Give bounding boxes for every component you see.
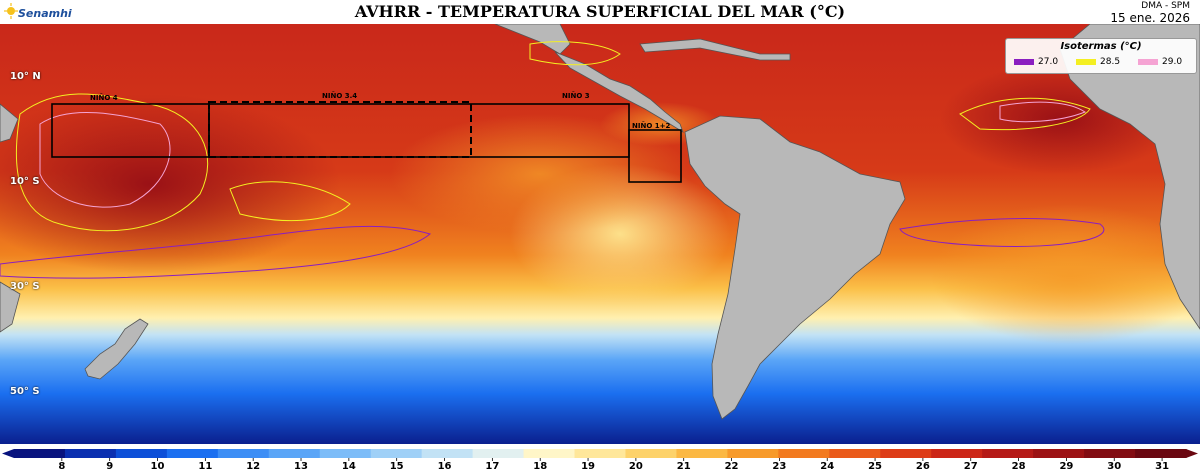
colorbar-segment xyxy=(778,449,830,458)
colorbar-segment xyxy=(166,449,219,458)
legend-title: Isotermas (°C) xyxy=(1060,41,1142,52)
colorbar-tick-label: 8 xyxy=(58,461,65,471)
colorbar-tick-label: 20 xyxy=(629,461,643,471)
legend-item-28-5: 28.5 xyxy=(1076,57,1132,69)
nino34-label: NIÑO 3.4 xyxy=(322,91,357,100)
colorbar-tick-label: 23 xyxy=(772,461,786,471)
colorbar-tick-label: 30 xyxy=(1107,461,1121,471)
colorbar-segment xyxy=(217,449,270,458)
colorbar-segment xyxy=(421,449,474,458)
legend-swatch-27 xyxy=(1014,59,1034,65)
colorbar-segment xyxy=(1135,449,1187,458)
header: Senamhi AVHRR - TEMPERATURA SUPERFICIAL … xyxy=(0,0,1200,25)
colorbar-segment xyxy=(523,449,576,458)
legend-item-29: 29.0 xyxy=(1138,57,1194,69)
colorbar-segment xyxy=(1033,449,1085,458)
landmasses xyxy=(0,23,1200,420)
source-label: DMA - SPM xyxy=(1141,1,1190,11)
south-america xyxy=(684,115,906,420)
date-label: 15 ene. 2026 xyxy=(1110,11,1190,25)
colorbar-segment xyxy=(1084,449,1136,458)
colorbar: 8 9 10 11 12 13 14 15 16 17 18 19 20 21 22 23 24 25 26 27 28… xyxy=(0,447,1200,472)
nino-regions xyxy=(51,101,682,183)
nino12-box xyxy=(628,129,682,183)
colorbar-tick-label: 9 xyxy=(106,461,113,471)
colorbar-tick-label: 22 xyxy=(725,461,739,471)
nino12-label: NIÑO 1+2 xyxy=(632,121,670,130)
colorbar-arrow-right xyxy=(1186,449,1198,458)
colorbar-tick-label: 19 xyxy=(581,461,595,471)
colorbar-arrow-left xyxy=(2,449,14,458)
pacific-islands xyxy=(0,103,19,143)
colorbar-segment xyxy=(676,449,728,458)
colorbar-segment xyxy=(14,449,66,458)
isotherm-29 xyxy=(39,101,1087,208)
colorbar-tick-label: 15 xyxy=(390,461,404,471)
senamhi-logo: Senamhi xyxy=(4,3,72,21)
africa xyxy=(1059,23,1200,330)
lat-label-10s: 10° S xyxy=(10,176,40,187)
isotherm-27 xyxy=(0,218,1105,279)
colorbar-segment xyxy=(982,449,1034,458)
colorbar-segment xyxy=(319,449,372,458)
colorbar-tick-label: 13 xyxy=(294,461,308,471)
nino3-label: NIÑO 3 xyxy=(562,91,590,100)
colorbar-tick-label: 25 xyxy=(868,461,882,471)
colorbar-tick-label: 28 xyxy=(1012,461,1026,471)
colorbar-tick-label: 16 xyxy=(438,461,452,471)
colorbar-segment xyxy=(64,449,117,458)
mexico xyxy=(494,23,571,55)
colorbar-segment xyxy=(829,449,881,458)
colorbar-tick-label: 26 xyxy=(916,461,930,471)
colorbar-tick-label: 18 xyxy=(533,461,547,471)
colorbar-segment xyxy=(727,449,779,458)
logo-text: Senamhi xyxy=(18,7,72,20)
nino4-label: NIÑO 4 xyxy=(90,93,118,102)
colorbar-segment xyxy=(472,449,525,458)
lat-label-50s: 50° S xyxy=(10,386,40,397)
lat-label-10n: 10° N xyxy=(10,71,41,82)
caribbean-islands xyxy=(639,38,791,61)
legend-swatch-29 xyxy=(1138,59,1158,65)
colorbar-tick-label: 12 xyxy=(246,461,260,471)
colorbar-tick-label: 31 xyxy=(1155,461,1169,471)
colorbar-segment xyxy=(931,449,983,458)
colorbar-tick-label: 17 xyxy=(485,461,499,471)
new-zealand xyxy=(84,318,149,380)
colorbar-tick-label: 14 xyxy=(342,461,356,471)
map-title: AVHRR - TEMPERATURA SUPERFICIAL DEL MAR … xyxy=(354,2,846,21)
sst-map: NIÑO 4 NIÑO 3.4 NIÑO 3 NIÑO 1+2 10° N 10… xyxy=(0,23,1200,444)
australia-edge xyxy=(0,281,21,333)
legend-label-27: 27.0 xyxy=(1038,57,1059,67)
colorbar-segment xyxy=(115,449,168,458)
legend-label-29: 29.0 xyxy=(1162,57,1183,67)
legend-item-27: 27.0 xyxy=(1014,57,1070,69)
colorbar-tick-label: 21 xyxy=(677,461,691,471)
colorbar-tick-label: 27 xyxy=(964,461,978,471)
nino34-box xyxy=(208,101,472,158)
colorbar-segment xyxy=(880,449,932,458)
legend-label-28-5: 28.5 xyxy=(1100,57,1121,67)
colorbar-tick-label: 29 xyxy=(1059,461,1073,471)
colorbar-segment xyxy=(370,449,423,458)
colorbar-tick-label: 11 xyxy=(198,461,212,471)
colorbar-tick-label: 24 xyxy=(820,461,834,471)
central-america xyxy=(554,51,684,133)
legend-swatch-28-5 xyxy=(1076,59,1096,65)
colorbar-tick-label: 10 xyxy=(151,461,165,471)
equatorial-cold-tongue xyxy=(390,114,690,234)
lat-label-30s: 30° S xyxy=(10,281,40,292)
isotherm-legend: Isotermas (°C) 27.0 28.5 29.0 xyxy=(1005,38,1197,74)
colorbar-segment xyxy=(574,449,627,458)
colorbar-segment xyxy=(268,449,321,458)
isotherm-28-5 xyxy=(15,41,1091,232)
south-atlantic-patch xyxy=(930,204,1200,344)
colorbar-segment xyxy=(625,449,678,458)
sun-icon xyxy=(4,3,18,19)
